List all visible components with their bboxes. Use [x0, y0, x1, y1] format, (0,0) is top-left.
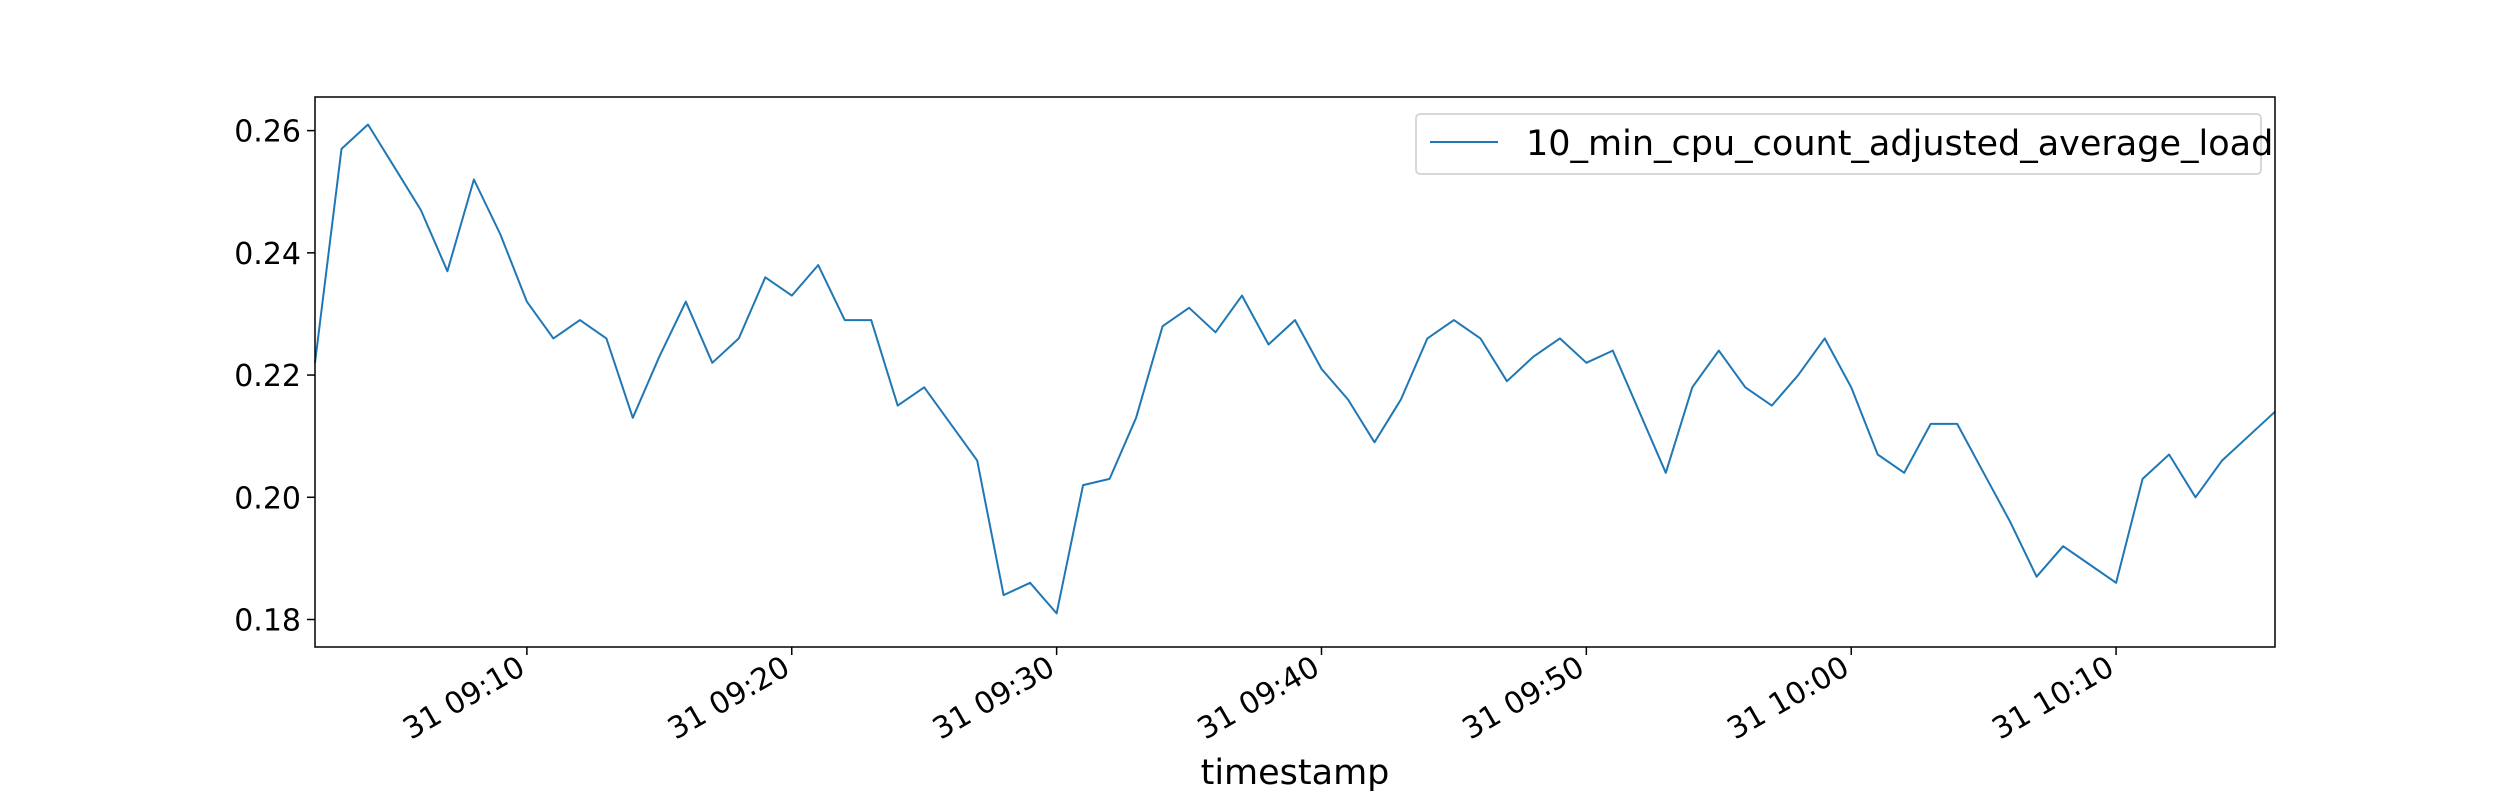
series-line-0	[314, 123, 2276, 615]
y-tick-label: 0.22	[234, 359, 301, 394]
y-axis: 0.18 0.20 0.22 0.24 0.26	[234, 115, 315, 639]
x-axis-title: timestamp	[1201, 753, 1390, 793]
x-tick-label: 31 09:50	[1457, 650, 1591, 747]
y-tick-label: 0.20	[234, 481, 301, 516]
x-tick-label: 31 10:00	[1722, 650, 1856, 747]
plot-frame	[314, 96, 2276, 648]
x-tick-label: 31 10:10	[1986, 650, 2120, 747]
x-axis: 31 09:10 31 09:20 31 09:30 31 09:40 31 09:50…	[397, 647, 2120, 747]
y-tick-label: 0.24	[234, 237, 301, 272]
legend-label: 10_min_cpu_count_adjusted_average_load	[1526, 124, 2273, 164]
x-tick-label: 31 09:20	[662, 650, 796, 747]
x-tick-label: 31 09:10	[397, 650, 531, 747]
legend: 10_min_cpu_count_adjusted_average_load	[1415, 113, 2273, 175]
y-tick-label: 0.26	[234, 115, 301, 150]
x-tick-label: 31 09:30	[927, 650, 1061, 747]
legend-box	[1415, 113, 2262, 175]
y-tick-label: 0.18	[234, 604, 301, 639]
x-tick-label: 31 09:40	[1192, 650, 1326, 747]
plot-area	[314, 123, 2276, 615]
